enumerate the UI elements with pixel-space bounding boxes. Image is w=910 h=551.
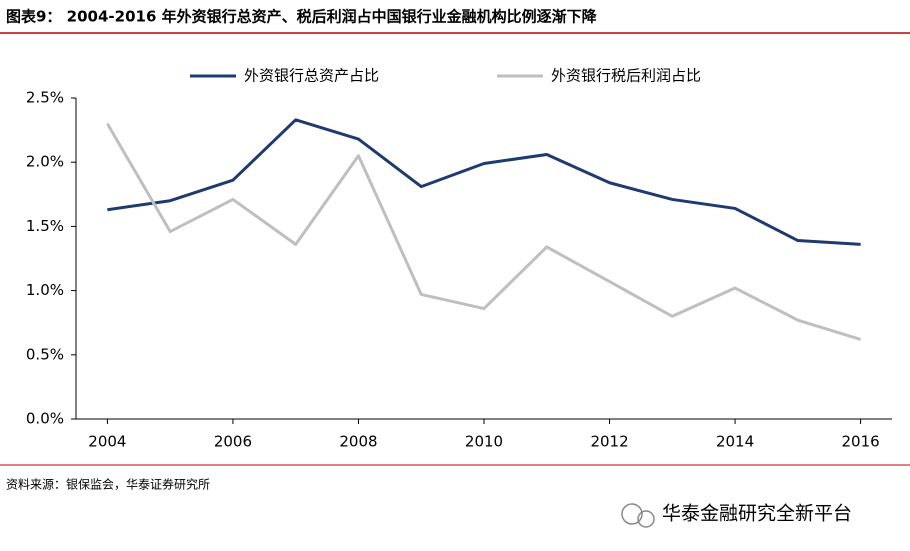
y-tick-label: 1.5% xyxy=(26,217,64,235)
x-tick-label: 2004 xyxy=(88,433,126,451)
series-line xyxy=(106,122,862,341)
x-tick-label: 2006 xyxy=(214,433,252,451)
y-tick-label: 0.0% xyxy=(26,410,64,428)
source-note: 资料来源：银保监会，华泰证券研究所 xyxy=(6,477,210,492)
y-tick-label: 1.0% xyxy=(26,281,64,299)
y-tick-label: 2.0% xyxy=(26,153,64,171)
x-tick-label: 2008 xyxy=(339,433,377,451)
legend-label: 外资银行税后利润占比 xyxy=(551,67,701,85)
series-line xyxy=(107,118,861,246)
legend-label: 外资银行总资产占比 xyxy=(244,67,379,85)
x-tick-label: 2016 xyxy=(842,433,880,451)
watermark: 华泰金融研究全新平台 xyxy=(662,503,852,525)
x-tick-label: 2010 xyxy=(465,433,503,451)
chart-title: 图表9： 2004-2016 年外资银行总资产、税后利润占中国银行业金融机构比例… xyxy=(6,8,598,26)
y-tick-label: 2.5% xyxy=(26,89,64,107)
x-tick-label: 2012 xyxy=(590,433,628,451)
y-tick-label: 0.5% xyxy=(26,345,64,363)
watermark-icon xyxy=(621,503,655,528)
x-tick-label: 2014 xyxy=(716,433,754,451)
